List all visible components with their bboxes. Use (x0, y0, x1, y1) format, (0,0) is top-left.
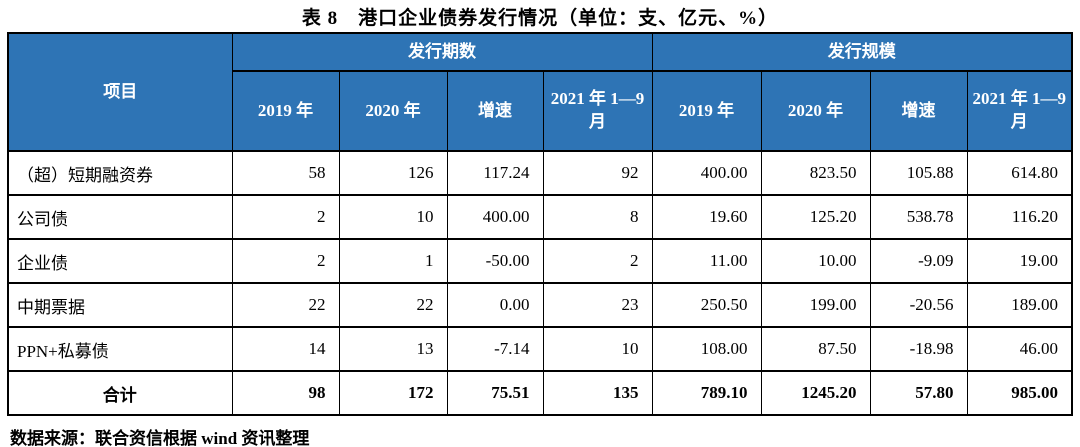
header-scale-growth: 增速 (869, 70, 968, 152)
row-label: （超）短期融资券 (7, 150, 233, 196)
header-group-row: 项目 发行期数 发行规模 (7, 32, 1073, 152)
row-label: 公司债 (7, 194, 233, 240)
row-label: 企业债 (7, 238, 233, 284)
value-cell: 14 (231, 326, 340, 372)
header-scale-2020: 2020 年 (760, 70, 871, 152)
value-cell: -9.09 (869, 238, 968, 284)
value-cell: -18.98 (869, 326, 968, 372)
value-cell: 400.00 (446, 194, 544, 240)
value-cell: 98 (231, 370, 340, 416)
table-row-corporate-bond: 公司债 2 10 400.00 8 19.60 125.20 538.78 11… (7, 194, 1073, 240)
value-cell: 10.00 (760, 238, 871, 284)
value-cell: 2 (231, 194, 340, 240)
value-cell: 75.51 (446, 370, 544, 416)
value-cell: 0.00 (446, 282, 544, 328)
value-cell: 400.00 (651, 150, 762, 196)
value-cell: 87.50 (760, 326, 871, 372)
value-cell: 13 (338, 326, 448, 372)
value-cell: 11.00 (651, 238, 762, 284)
value-cell: 117.24 (446, 150, 544, 196)
row-label-total: 合计 (7, 370, 233, 416)
value-cell: 985.00 (966, 370, 1073, 416)
value-cell: 46.00 (966, 326, 1073, 372)
table-row-ppn-private: PPN+私募债 14 13 -7.14 10 108.00 87.50 -18.… (7, 326, 1073, 372)
value-cell: 58 (231, 150, 340, 196)
value-cell: 10 (338, 194, 448, 240)
header-sub-row: 2019 年 2020 年 增速 2021 年 1—9 月 2019 年 202… (8, 70, 1073, 152)
header-group-issue-scale: 发行规模 (651, 32, 1073, 72)
value-cell: 199.00 (760, 282, 871, 328)
value-cell: 614.80 (966, 150, 1073, 196)
header-count-2020: 2020 年 (338, 70, 448, 152)
value-cell: 172 (338, 370, 448, 416)
table-row-total: 合计 98 172 75.51 135 789.10 1245.20 57.80… (7, 370, 1073, 416)
value-cell: 2 (542, 238, 653, 284)
value-cell: 23 (542, 282, 653, 328)
header-scale-2021: 2021 年 1—9 月 (966, 70, 1073, 152)
value-cell: 19.60 (651, 194, 762, 240)
value-cell: 1 (338, 238, 448, 284)
header-item: 项目 (7, 32, 233, 152)
value-cell: -20.56 (869, 282, 968, 328)
value-cell: 789.10 (651, 370, 762, 416)
value-cell: 8 (542, 194, 653, 240)
value-cell: 19.00 (966, 238, 1073, 284)
value-cell: 189.00 (966, 282, 1073, 328)
value-cell: 126 (338, 150, 448, 196)
value-cell: -50.00 (446, 238, 544, 284)
value-cell: 250.50 (651, 282, 762, 328)
value-cell: 105.88 (869, 150, 968, 196)
value-cell: 2 (231, 238, 340, 284)
value-cell: 823.50 (760, 150, 871, 196)
bond-issuance-table: 项目 发行期数 发行规模 2019 年 2020 年 增速 2021 年 1—9… (7, 32, 1073, 416)
table-row-scp: （超）短期融资券 58 126 117.24 92 400.00 823.50 … (7, 150, 1073, 196)
table-row-enterprise-bond: 企业债 2 1 -50.00 2 11.00 10.00 -9.09 19.00 (7, 238, 1073, 284)
value-cell: 10 (542, 326, 653, 372)
header-scale-2019: 2019 年 (651, 70, 762, 152)
row-label: PPN+私募债 (7, 326, 233, 372)
value-cell: 22 (338, 282, 448, 328)
value-cell: 92 (542, 150, 653, 196)
value-cell: -7.14 (446, 326, 544, 372)
value-cell: 1245.20 (760, 370, 871, 416)
header-count-growth: 增速 (446, 70, 544, 152)
table-title: 表 8 港口企业债券发行情况（单位：支、亿元、%） (301, 8, 779, 29)
value-cell: 125.20 (760, 194, 871, 240)
row-label: 中期票据 (7, 282, 233, 328)
value-cell: 108.00 (651, 326, 762, 372)
source-note: 数据来源：联合资信根据 wind 资讯整理 (10, 429, 310, 447)
value-cell: 57.80 (869, 370, 968, 416)
value-cell: 22 (231, 282, 340, 328)
header-count-2021: 2021 年 1—9 月 (542, 70, 653, 152)
value-cell: 538.78 (869, 194, 968, 240)
header-group-issue-count: 发行期数 (231, 32, 653, 72)
header-count-2019: 2019 年 (231, 70, 340, 152)
table-row-mtn: 中期票据 22 22 0.00 23 250.50 199.00 -20.56 … (7, 282, 1073, 328)
value-cell: 135 (542, 370, 653, 416)
value-cell: 116.20 (966, 194, 1073, 240)
